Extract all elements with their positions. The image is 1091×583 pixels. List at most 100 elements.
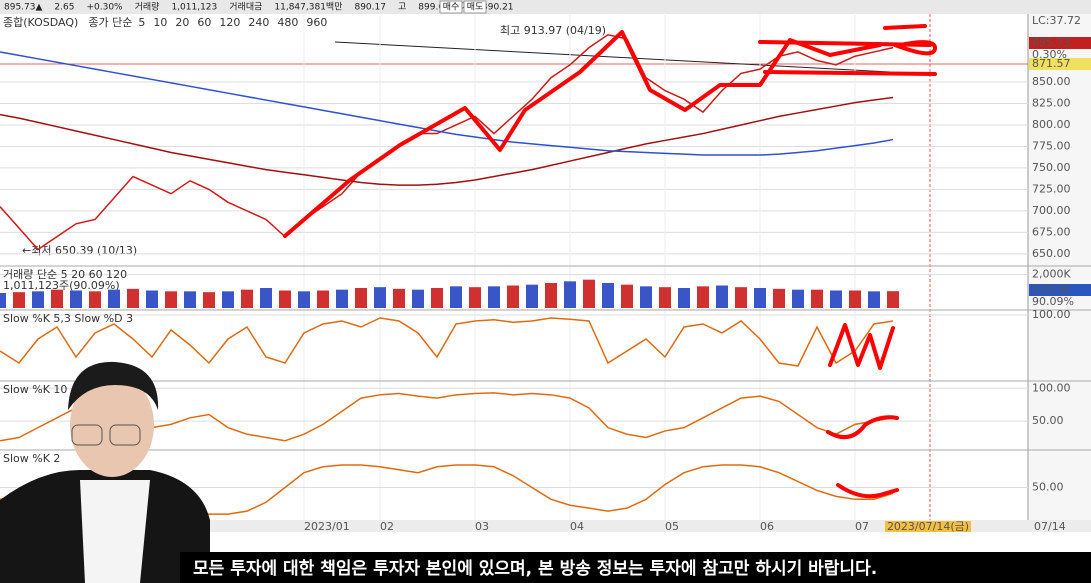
y-tick-label: 850.00 xyxy=(1032,75,1071,88)
date-label: 2023/07/14(금) xyxy=(887,520,969,533)
volume-bar xyxy=(868,291,880,308)
legend-item: 5 xyxy=(138,16,145,29)
y-tick-label: 100.00 xyxy=(1032,308,1071,321)
volume-bar xyxy=(108,289,120,308)
series-line xyxy=(0,96,894,186)
volume-bar xyxy=(374,287,386,308)
volume-bar xyxy=(716,285,728,308)
button-label: 매도 xyxy=(467,2,484,13)
right-label: 1,011K xyxy=(1032,283,1071,296)
presenter xyxy=(0,361,210,583)
hand-stroke xyxy=(826,415,899,440)
hand-stroke xyxy=(283,30,882,238)
volume-bar xyxy=(89,291,101,308)
button[interactable] xyxy=(463,0,487,14)
legend-item: 120 xyxy=(219,16,240,29)
caption-bar xyxy=(180,552,1091,583)
toolbar-item: 890.17 xyxy=(354,3,386,13)
volume-bar xyxy=(450,286,462,308)
x-tick-label: 06 xyxy=(760,520,774,533)
volume-bar xyxy=(659,287,671,308)
volume-bar xyxy=(32,291,44,308)
volume-bar xyxy=(735,287,747,308)
volume-bar xyxy=(792,289,804,308)
legend-item: 240 xyxy=(248,16,269,29)
x-tick-label: 04 xyxy=(570,520,584,533)
volume-bar xyxy=(13,292,25,308)
volume-bar xyxy=(412,289,424,308)
volume-bar xyxy=(279,290,291,308)
y-tick-label: 750.00 xyxy=(1032,161,1071,174)
x-tick-label: 07 xyxy=(855,520,869,533)
y-tick-label: 725.00 xyxy=(1032,182,1071,195)
volume-bar xyxy=(146,290,158,308)
panel-title: Slow %K 5,3 Slow %D 3 xyxy=(3,312,133,325)
panel-title: Slow %K 10 xyxy=(3,383,67,396)
volume-bar xyxy=(811,289,823,308)
legend-item: 10 xyxy=(153,16,167,29)
y-tick-label: 675.00 xyxy=(1032,225,1071,238)
face xyxy=(70,373,154,477)
shirt xyxy=(80,480,150,583)
toolbar-item: 11,847,381백만 xyxy=(274,2,342,13)
y-tick-label: 775.00 xyxy=(1032,139,1071,152)
volume-bar xyxy=(355,288,367,308)
x-tick-label: 05 xyxy=(665,520,679,533)
button[interactable] xyxy=(439,0,463,14)
volume-bar xyxy=(583,279,595,308)
volume-bar xyxy=(203,292,215,308)
price-tag xyxy=(1029,58,1091,70)
x-tick-label: 03 xyxy=(475,520,489,533)
y-tick-label: 50.00 xyxy=(1032,480,1064,493)
annotation: 최고 913.97 (04/19) xyxy=(500,24,606,37)
toolbar-item: 895.73▲ xyxy=(4,3,42,13)
y-tick-label: 700.00 xyxy=(1032,204,1071,217)
button-label: 매수 xyxy=(443,2,460,13)
volume-bar xyxy=(507,285,519,308)
x-tick-label: 2023/01 xyxy=(304,520,350,533)
volume-bar xyxy=(336,289,348,308)
volume-bar xyxy=(298,291,310,308)
hand-stroke xyxy=(836,483,899,499)
volume-bar xyxy=(545,283,557,308)
legend-kind: 종가 단순 xyxy=(88,16,132,29)
panel-title: Slow %K 2 xyxy=(3,452,60,465)
volume-bar xyxy=(431,288,443,308)
chart-area xyxy=(0,14,1091,524)
right-label: 895.73 xyxy=(1032,36,1071,49)
y-tick-label: 800.00 xyxy=(1032,118,1071,131)
volume-bar xyxy=(51,289,63,308)
volume-bar xyxy=(640,286,652,308)
volume-bar xyxy=(830,290,842,308)
date-axis xyxy=(0,520,1091,532)
legend-item: 60 xyxy=(197,16,211,29)
y-tick-label: 50.00 xyxy=(1032,414,1064,427)
volume-bar xyxy=(469,287,481,308)
toolbar-item: 2.65 xyxy=(54,3,74,13)
price-tag xyxy=(1029,37,1091,49)
right-label: 0.30% xyxy=(1032,48,1067,61)
volume-bar xyxy=(602,283,614,308)
legend-item: 480 xyxy=(277,16,298,29)
volume-bar xyxy=(393,288,405,308)
volume-bar xyxy=(222,291,234,308)
volume-bar xyxy=(70,290,82,308)
toolbar-item: 거래량 xyxy=(135,1,160,13)
volume-bar xyxy=(0,293,6,308)
toolbar-item: 거래대금 xyxy=(229,2,262,13)
toolbar-item: +0.30% xyxy=(86,3,123,13)
volume-bar xyxy=(849,290,861,308)
series-line xyxy=(0,317,894,367)
date-label: 07/14 xyxy=(1034,520,1066,533)
price-tag xyxy=(1029,284,1091,296)
volume-bar xyxy=(317,290,329,308)
x-tick-label: 02 xyxy=(380,520,394,533)
y-tick-label: 650.00 xyxy=(1032,247,1071,260)
volume-bar xyxy=(488,286,500,308)
hair xyxy=(68,361,159,410)
volume-bar xyxy=(773,288,785,308)
trend-line xyxy=(334,41,891,73)
legend-title: 종합(KOSDAQ) xyxy=(3,16,78,29)
right-label: 871.57 xyxy=(1032,57,1071,70)
